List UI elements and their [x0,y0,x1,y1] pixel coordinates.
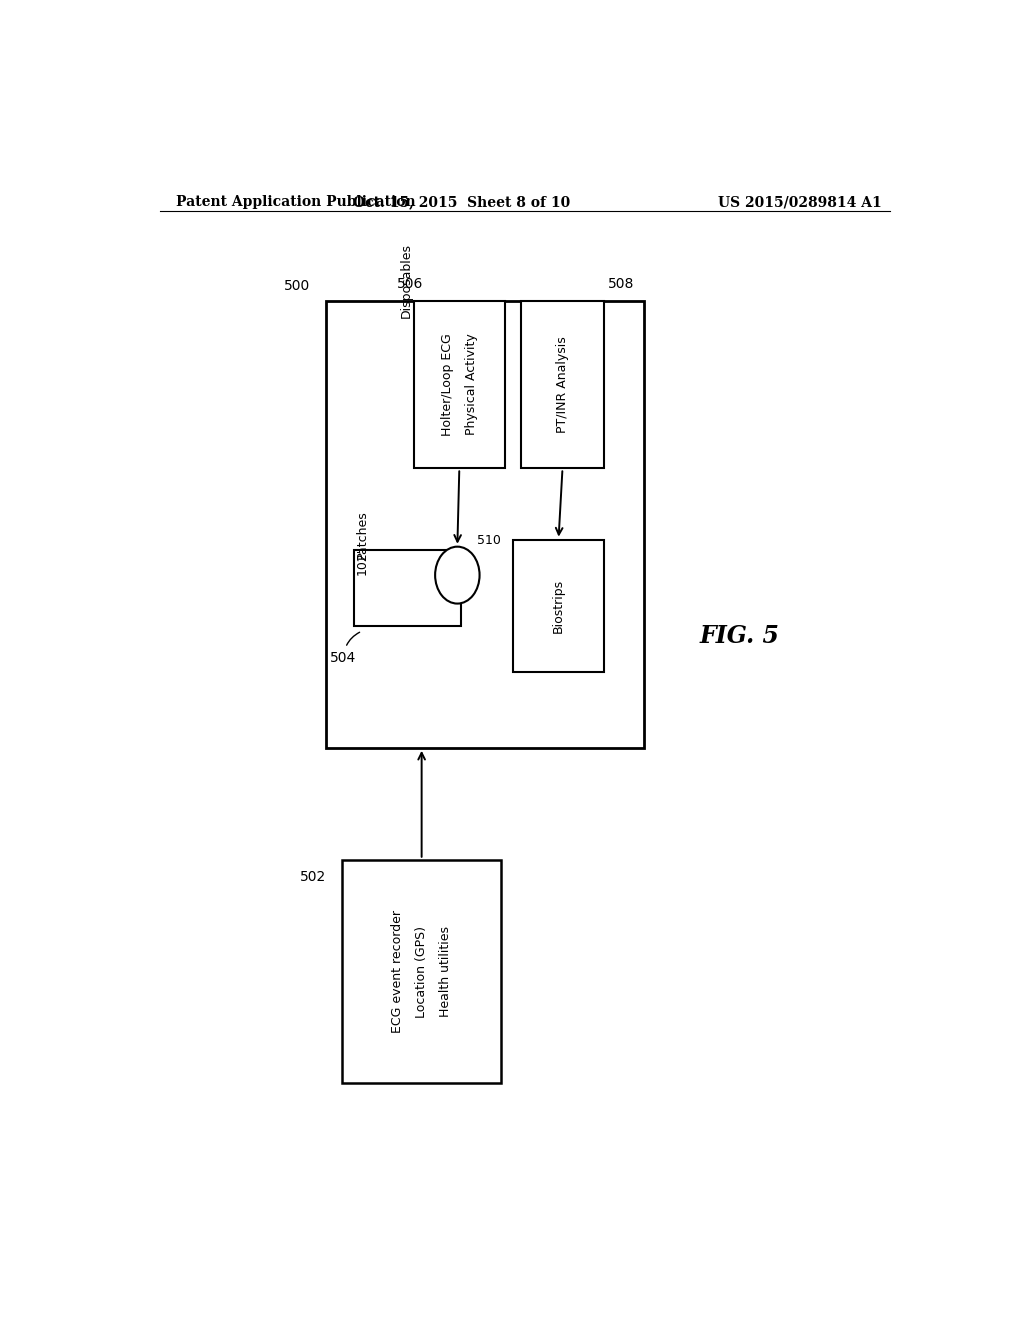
Bar [342,859,501,1084]
Text: Physical Activity: Physical Activity [465,334,478,436]
Bar [521,301,604,469]
Text: Health utilities: Health utilities [439,927,452,1016]
Text: Location (GPS): Location (GPS) [415,925,428,1018]
Text: US 2015/0289814 A1: US 2015/0289814 A1 [718,195,882,209]
Text: PT/INR Analysis: PT/INR Analysis [556,337,569,433]
Text: Biostrips: Biostrips [552,578,565,632]
Text: FIG. 5: FIG. 5 [699,624,779,648]
Bar [354,549,461,626]
Bar [414,301,505,469]
Text: ECG event recorder: ECG event recorder [391,909,404,1034]
Text: Oct. 15, 2015  Sheet 8 of 10: Oct. 15, 2015 Sheet 8 of 10 [352,195,570,209]
Text: 504: 504 [331,632,359,664]
Text: 508: 508 [608,276,635,290]
Text: Patches: Patches [355,510,369,558]
Text: 510: 510 [477,533,501,546]
Text: 500: 500 [285,279,310,293]
Text: 506: 506 [396,276,423,290]
Bar [327,301,644,748]
Text: 102": 102" [355,545,369,574]
Text: Disposables: Disposables [399,243,413,318]
Text: Patent Application Publication: Patent Application Publication [176,195,416,209]
Text: 502: 502 [300,870,327,884]
Circle shape [435,546,479,603]
Bar [513,540,604,672]
Text: Holter/Loop ECG: Holter/Loop ECG [441,333,454,436]
